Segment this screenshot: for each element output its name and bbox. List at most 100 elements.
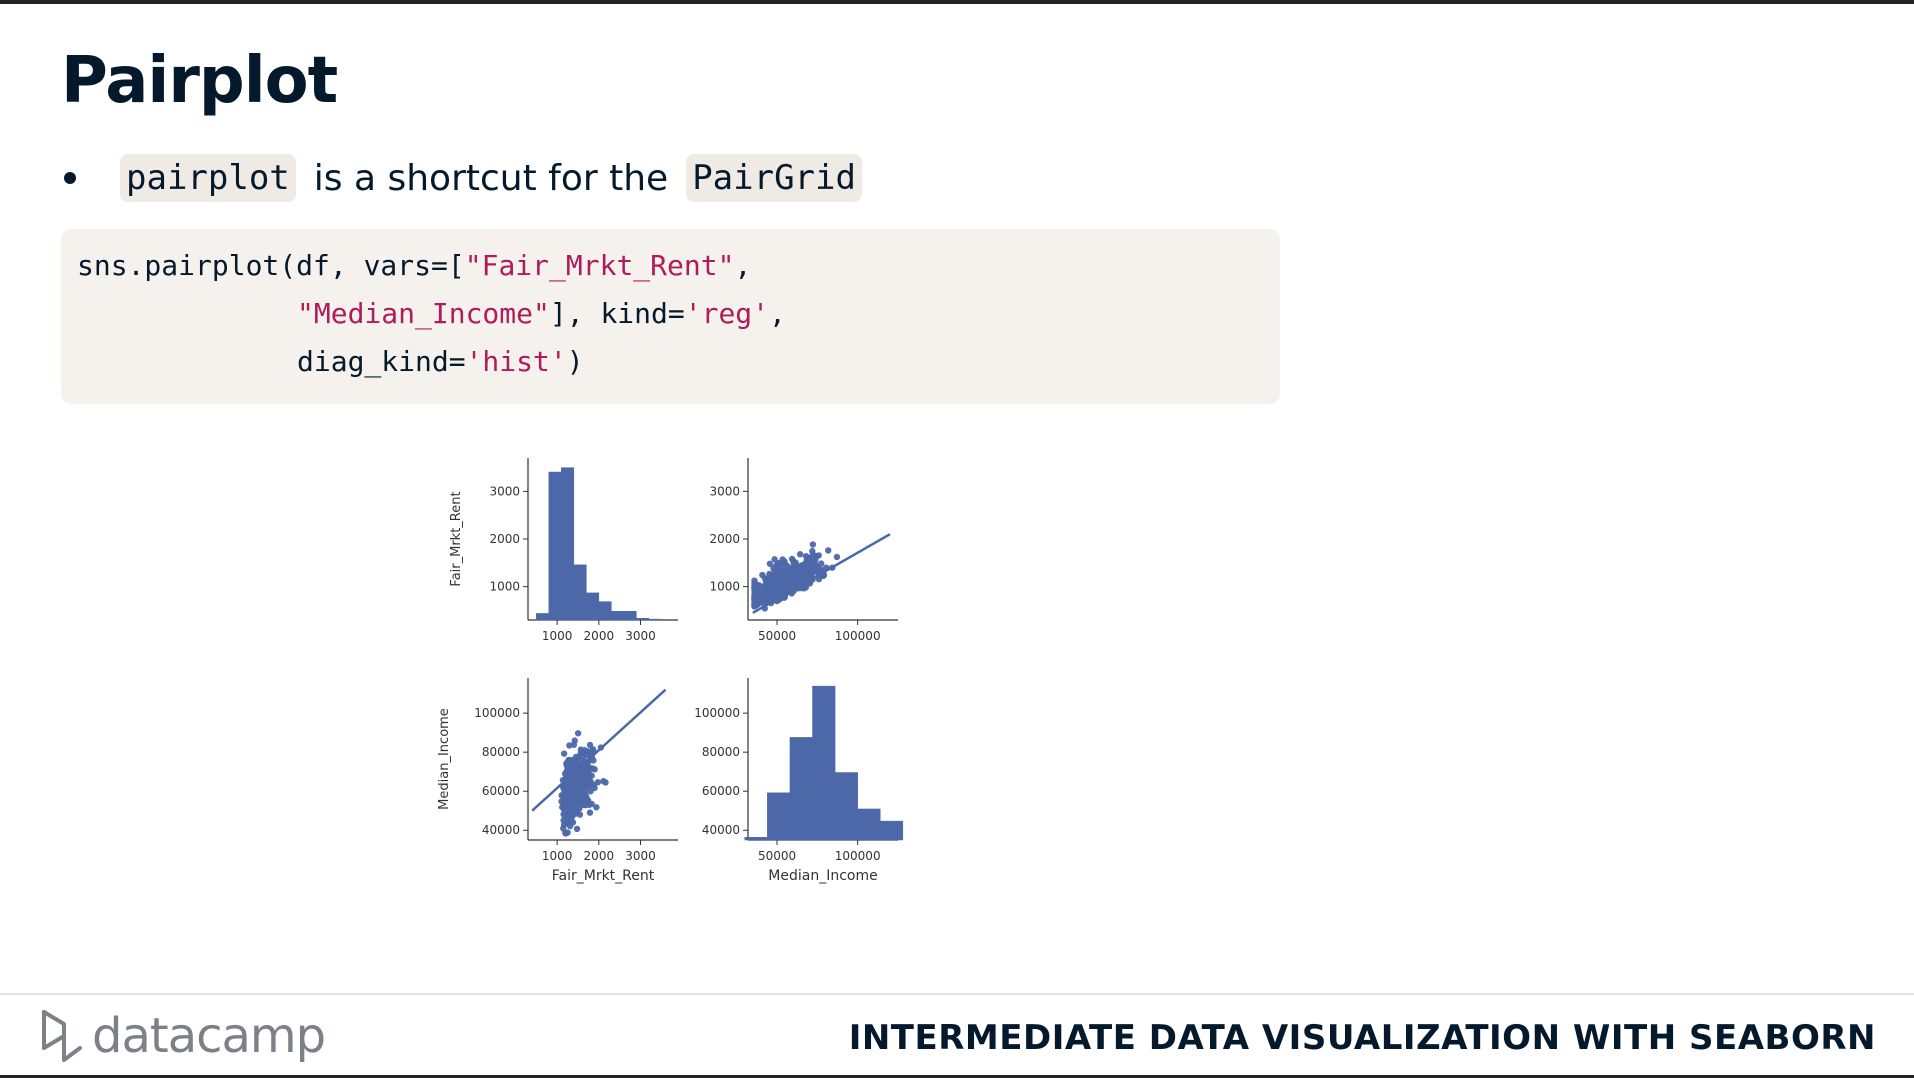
- footer-divider: [0, 993, 1914, 995]
- scatter-point: [571, 737, 578, 744]
- scatter-point: [781, 558, 788, 565]
- x-tick-label: 1000: [542, 849, 573, 863]
- scatter-point: [587, 788, 594, 795]
- scatter-point: [574, 730, 582, 737]
- code-text: ): [566, 345, 584, 378]
- scatter-point: [771, 556, 778, 563]
- scatter-point: [751, 584, 758, 591]
- code-text: ], kind=: [549, 297, 685, 330]
- regression-line: [531, 688, 667, 812]
- scatter-point: [766, 560, 774, 567]
- scatter-point: [833, 553, 841, 561]
- scatter-point: [564, 829, 571, 836]
- pairplot-figure: 1000 2000 3000 1000 2000 3000 Fair_Mrkt_Rent 10…: [437, 458, 904, 884]
- scatter-point: [593, 804, 600, 811]
- scatter-point: [765, 580, 772, 587]
- scatter-point: [570, 799, 578, 806]
- scatter-point: [583, 766, 590, 774]
- scatter-point: [790, 561, 797, 568]
- bottom-rule: [0, 1075, 1914, 1078]
- scatter-point: [560, 825, 567, 832]
- scatter-point: [774, 566, 782, 574]
- logo-text: datacamp: [92, 1008, 326, 1064]
- inline-code-pairplot: pairplot: [120, 154, 296, 202]
- scatter-point: [751, 577, 758, 584]
- code-line-2: "Median_Income"], kind='reg',: [297, 297, 786, 330]
- hist-bar: [767, 792, 791, 841]
- y-tick-label: 60000: [482, 784, 520, 798]
- scatter-point: [577, 798, 584, 806]
- scatter-point: [600, 777, 607, 785]
- scatter-point: [582, 788, 590, 795]
- hist-bar: [812, 685, 836, 841]
- code-string: "Median_Income": [297, 297, 550, 330]
- hist-bar: [834, 772, 858, 841]
- y-tick-label: 40000: [482, 823, 520, 837]
- hist-bar: [789, 737, 813, 841]
- scatter-point: [775, 560, 782, 567]
- code-string: 'hist': [465, 345, 567, 378]
- scatter-point: [751, 603, 758, 610]
- scatter-point: [809, 541, 817, 548]
- scatter-point: [818, 560, 825, 567]
- y-tick-label: 3000: [709, 484, 740, 498]
- x-tick-label: 100000: [835, 629, 881, 643]
- scatter-point: [567, 807, 574, 815]
- hist-bar: [880, 820, 904, 841]
- bullet-item: pairplot is a shortcut for the PairGrid: [60, 150, 862, 206]
- y-tick-label: 100000: [474, 706, 520, 720]
- scatter-point: [815, 552, 822, 559]
- scatter-point: [788, 555, 796, 563]
- y-tick-label: 40000: [702, 823, 740, 837]
- x-tick-label: 3000: [625, 629, 656, 643]
- scatter-point: [576, 752, 583, 760]
- y-tick-label: 80000: [702, 745, 740, 759]
- scatter-point: [777, 578, 785, 586]
- y-tick-label: 1000: [489, 580, 520, 594]
- scatter-point: [796, 551, 804, 558]
- scatter-point: [769, 573, 776, 580]
- course-title: INTERMEDIATE DATA VISUALIZATION WITH SEA…: [848, 1018, 1876, 1058]
- inline-code-pairgrid: PairGrid: [686, 154, 862, 202]
- scatter-point: [783, 571, 790, 579]
- scatter-point: [809, 569, 817, 577]
- y-tick-label: 60000: [702, 784, 740, 798]
- axis-label: Median_Income: [768, 868, 877, 884]
- hist-bar: [586, 592, 600, 621]
- hist-bar: [536, 613, 550, 621]
- hist-bar: [611, 610, 625, 621]
- hist-bar: [857, 808, 881, 841]
- hist-bar: [598, 601, 612, 621]
- x-tick-label: 50000: [758, 849, 796, 863]
- hist-bar: [623, 610, 637, 621]
- code-string: 'reg': [684, 297, 770, 330]
- code-text: sns.pairplot(df, vars=[: [77, 249, 465, 282]
- scatter-point: [789, 572, 797, 579]
- hist-bar: [561, 467, 575, 621]
- x-tick-label: 100000: [835, 849, 881, 863]
- datacamp-logo-icon: [42, 1010, 82, 1062]
- datacamp-logo: datacamp: [40, 1008, 326, 1064]
- scatter-point: [588, 800, 595, 808]
- x-tick-label: 2000: [584, 629, 615, 643]
- scatter-point: [568, 814, 575, 821]
- y-tick-label: 2000: [709, 532, 740, 546]
- code-text: diag_kind=: [297, 345, 466, 378]
- y-tick-label: 100000: [694, 706, 740, 720]
- code-line-3: diag_kind='hist'): [297, 345, 584, 378]
- scatter-point: [584, 773, 591, 780]
- hist-bar: [548, 471, 562, 621]
- regression-line: [752, 533, 891, 614]
- scatter-point: [825, 547, 832, 554]
- slide-title: Pairplot: [61, 44, 338, 118]
- x-tick-label: 50000: [758, 629, 796, 643]
- scatter-point: [759, 571, 766, 579]
- code-text: ,: [734, 249, 752, 282]
- code-string: "Fair_Mrkt_Rent": [464, 249, 735, 282]
- hist-bar: [744, 837, 768, 841]
- code-block: sns.pairplot(df, vars=["Fair_Mrkt_Rent",…: [61, 229, 1280, 404]
- hist-bar: [573, 564, 587, 621]
- bullet-text: is a shortcut for the: [313, 157, 669, 199]
- x-tick-label: 2000: [584, 849, 615, 863]
- axis-label: Fair_Mrkt_Rent: [552, 868, 655, 884]
